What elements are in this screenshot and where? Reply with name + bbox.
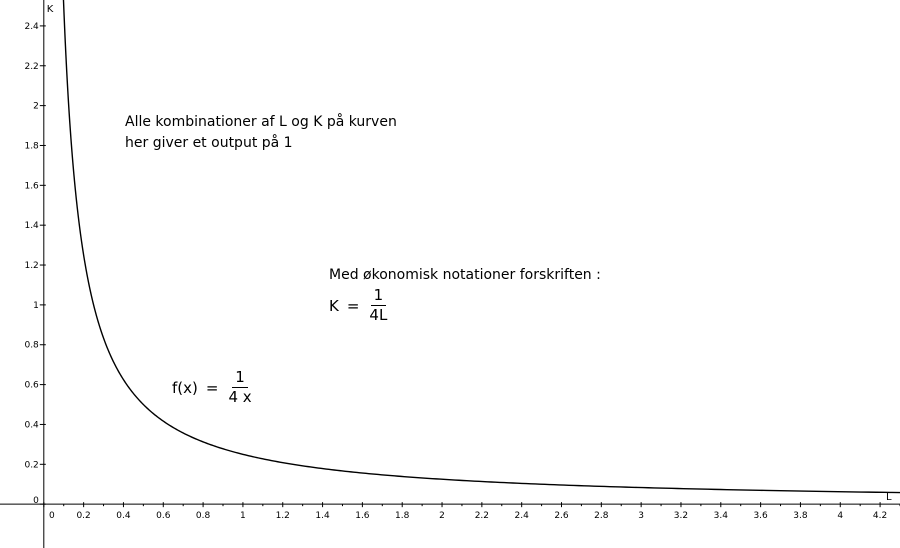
f-formula-numerator: 1 — [232, 369, 248, 388]
f-formula-equals: = — [205, 378, 219, 397]
f-formula-fraction: 1 4 x — [225, 369, 254, 406]
x-tick-label: 0.6 — [156, 511, 171, 521]
curves — [62, 0, 900, 494]
k-formula: K = 1 4L — [329, 287, 390, 324]
x-tick-label: 1 — [240, 511, 246, 521]
y-tick-label: 0.6 — [24, 381, 39, 391]
x-tick-label: 0.8 — [196, 511, 211, 521]
notation-text: Med økonomisk notationer forskriften : — [329, 267, 601, 283]
k-formula-fraction: 1 4L — [366, 287, 390, 324]
y-tick-label: 1.6 — [24, 181, 39, 191]
x-tick-label: 2.4 — [515, 511, 530, 521]
f-formula-denominator: 4 x — [228, 388, 252, 406]
f-formula: f(x) = 1 4 x — [172, 369, 255, 406]
k-formula-lhs: K — [329, 296, 339, 315]
x-tick-label: 4.2 — [873, 511, 887, 521]
y-tick-label: 0 — [33, 496, 39, 506]
k-formula-equals: = — [346, 296, 360, 315]
x-tick-label: 2.2 — [475, 511, 489, 521]
x-tick-label: 1.2 — [276, 511, 290, 521]
curve-description-line-2: her giver et output på 1 — [125, 135, 293, 151]
x-tick-label: 3 — [638, 511, 644, 521]
x-tick-label: 3.6 — [753, 511, 768, 521]
y-tick-label: 1.2 — [24, 261, 38, 271]
f-formula-lhs: f(x) — [172, 378, 198, 397]
x-tick-label: 1.4 — [315, 511, 330, 521]
y-axis-label: K — [47, 4, 54, 15]
curve-description-line-1: Alle kombinationer af L og K på kurven — [125, 114, 397, 130]
k-formula-denominator: 4L — [369, 306, 388, 324]
x-tick-label: 0.2 — [76, 511, 90, 521]
x-tick-label: 3.8 — [793, 511, 808, 521]
y-tick-label: 2.4 — [24, 22, 39, 32]
x-tick-label: 1.8 — [395, 511, 410, 521]
x-tick-label: 2.8 — [594, 511, 609, 521]
x-tick-label: 4 — [837, 511, 843, 521]
y-tick-label: 2 — [33, 102, 39, 112]
y-tick-label: 0.2 — [24, 460, 38, 470]
k-formula-numerator: 1 — [370, 287, 387, 306]
y-tick-label: 0.8 — [24, 341, 39, 351]
series-0-curve — [62, 0, 900, 494]
x-tick-label: 0.4 — [116, 511, 131, 521]
x-tick-label: 3.4 — [714, 511, 729, 521]
y-tick-label: 1 — [33, 301, 39, 311]
y-tick-label: 1.8 — [24, 141, 39, 151]
y-tick-label: 1.4 — [24, 221, 39, 231]
x-tick-label: 3.2 — [674, 511, 688, 521]
x-tick-label: 1.6 — [355, 511, 370, 521]
y-axis-ticks: 0 0.2 0.4 0.6 0.8 1 1.2 1.4 1.6 1.8 2 2.2 2.4 — [24, 22, 46, 506]
curve-description: Alle kombinationer af L og K på kurven h… — [125, 112, 397, 154]
y-tick-label: 2.2 — [24, 62, 38, 72]
x-tick-label: 2.6 — [554, 511, 569, 521]
x-tick-label: 2 — [439, 511, 445, 521]
x-axis-label: L — [886, 492, 892, 503]
x-tick-label: 0 — [49, 511, 55, 521]
x-axis-ticks: 0 0.2 0.4 0.6 0.8 1 1.2 1.4 1.6 1.8 2 2.2 2.4 2.6 2.8 3… — [43, 502, 900, 521]
y-tick-label: 0.4 — [24, 420, 39, 430]
